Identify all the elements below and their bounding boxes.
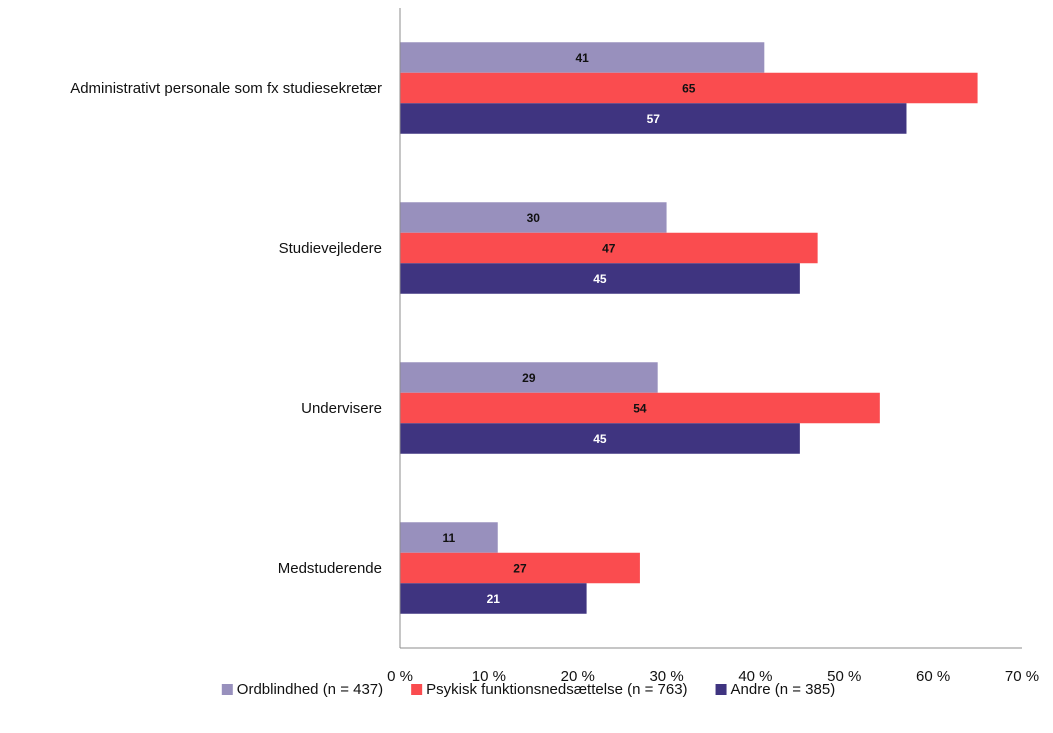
data-label: 47 — [602, 242, 616, 256]
bar — [400, 202, 667, 233]
bar — [400, 392, 880, 424]
data-label: 29 — [522, 371, 536, 385]
data-label: 11 — [443, 531, 456, 545]
data-label: 57 — [647, 112, 661, 126]
bar — [400, 232, 818, 264]
data-label: 54 — [633, 402, 647, 416]
legend-swatch — [221, 684, 233, 695]
x-tick-label: 20 % — [561, 668, 595, 685]
category-label: Medstuderende — [278, 560, 382, 577]
legend-swatch — [715, 684, 727, 695]
category-label: Studievejledere — [279, 240, 382, 257]
data-label: 45 — [593, 432, 607, 446]
category-label: Undervisere — [301, 400, 382, 417]
legend-swatch — [411, 684, 423, 695]
bar — [400, 103, 907, 134]
bar — [400, 423, 800, 454]
data-label: 30 — [527, 211, 541, 225]
x-tick-label: 40 % — [738, 668, 772, 685]
bar — [400, 583, 587, 614]
data-label: 65 — [682, 82, 696, 96]
data-label: 41 — [575, 51, 589, 65]
x-tick-label: 30 % — [649, 668, 683, 685]
x-tick-label: 50 % — [827, 668, 861, 685]
category-label: Administrativt personale som fx studiese… — [70, 80, 382, 97]
x-tick-label: 70 % — [1005, 668, 1039, 685]
x-tick-label: 0 % — [387, 668, 413, 685]
bar — [400, 42, 765, 73]
legend-label: Andre (n = 385) — [731, 681, 836, 698]
data-label: 27 — [513, 562, 527, 576]
data-label: 45 — [593, 272, 607, 286]
legend-label: Psykisk funktionsnedsættelse (n = 763) — [426, 681, 687, 698]
x-tick-label: 60 % — [916, 668, 950, 685]
legend-label: Ordblindhed (n = 437) — [237, 681, 383, 698]
bar — [400, 552, 640, 584]
x-tick-label: 10 % — [472, 668, 506, 685]
data-label: 21 — [487, 592, 501, 606]
bar — [400, 522, 498, 553]
bar — [400, 263, 800, 294]
bar — [400, 362, 658, 393]
bar — [400, 72, 978, 104]
